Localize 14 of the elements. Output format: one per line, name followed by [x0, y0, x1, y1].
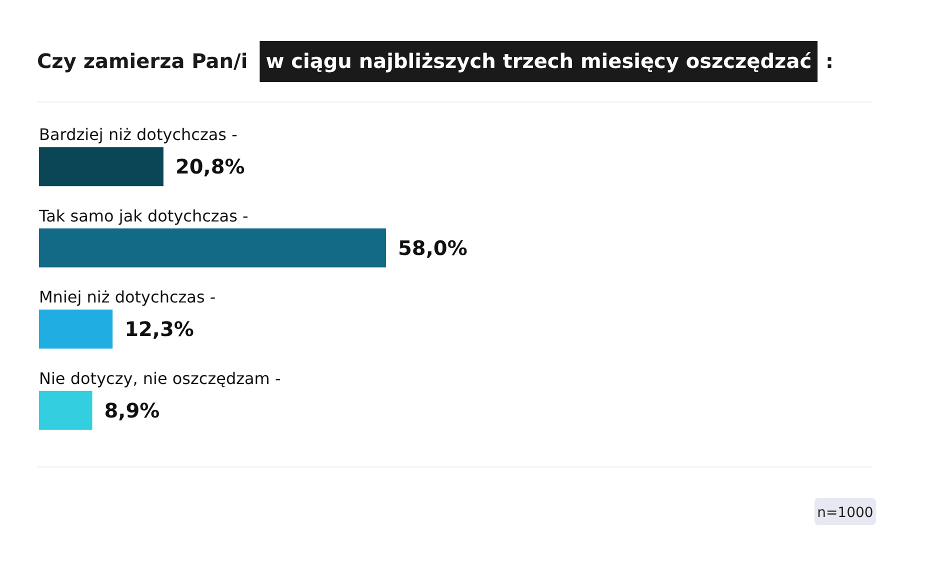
- bar: [39, 228, 386, 268]
- bar: [39, 147, 164, 186]
- bar: [39, 310, 113, 349]
- text: Czy zamierza Pan/i w ciągu najbliższych trzech miesięcy oszczędzać :: [37, 49, 834, 73]
- y-tick-label: Bardziej niż dotychczas -: [39, 125, 238, 144]
- y-tick-label: Mniej niż dotychczas -: [39, 288, 216, 307]
- data-label: 8,9%: [104, 398, 160, 422]
- bar: [39, 390, 92, 430]
- data-label: 12,3%: [124, 317, 194, 342]
- text: n=1000: [817, 505, 874, 521]
- data-label: 20,8%: [175, 154, 245, 179]
- y-tick-label: Tak samo jak dotychczas -: [38, 206, 248, 226]
- data-label: 58,0%: [398, 236, 468, 260]
- y-tick-label: Nie dotyczy, nie oszczędzam -: [39, 368, 281, 388]
